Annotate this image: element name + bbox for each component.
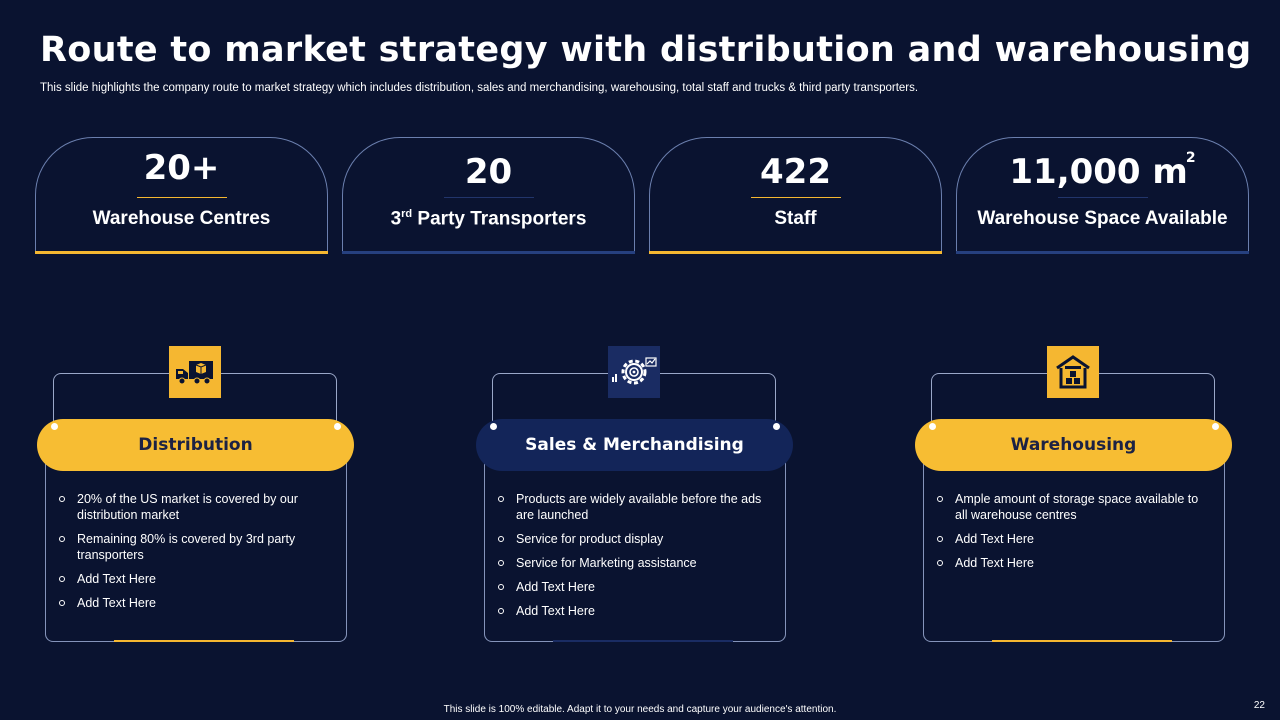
slide-title: Route to market strategy with distributi… [40, 30, 1252, 70]
stat-value: 11,000 m2 [957, 150, 1248, 192]
stat-card-transporters: 20 3rd Party Transporters [342, 137, 635, 254]
footer-note: This slide is 100% editable. Adapt it to… [443, 704, 837, 715]
icon-tile [169, 346, 221, 398]
list-item-text: Add Text Here [77, 572, 156, 586]
connector-dot [490, 423, 497, 430]
list-item: Add Text Here [498, 603, 768, 619]
delivery-truck-icon [176, 361, 213, 385]
slide-subtitle: This slide highlights the company route … [40, 82, 919, 94]
list-item: Products are widely available before the… [498, 491, 768, 523]
connector-dot [334, 423, 341, 430]
list-item: Add Text Here [498, 579, 768, 595]
stat-value: 20 [464, 152, 513, 192]
stat-card-warehouse-space: 11,000 m2 Warehouse Space Available [956, 137, 1249, 254]
bullet-list: 20% of the US market is covered by our d… [59, 491, 329, 619]
bullet-list: Ample amount of storage space available … [937, 491, 1207, 579]
stat-divider [443, 197, 534, 198]
stat-label-text: Party Transporters [412, 208, 587, 230]
list-item-text: Remaining 80% is covered by 3rd party tr… [77, 532, 296, 562]
list-item: 20% of the US market is covered by our d… [59, 491, 329, 523]
list-item-text: Products are widely available before the… [516, 492, 762, 522]
list-item-text: Add Text Here [77, 596, 156, 610]
warehouse-icon [1056, 355, 1090, 389]
content-box [45, 445, 347, 642]
list-item-text: 20% of the US market is covered by our d… [77, 492, 298, 522]
list-item-text: Service for Marketing assistance [516, 556, 697, 570]
stat-value-number: 11,000 m [1009, 152, 1188, 192]
stat-divider [136, 197, 227, 198]
stat-label-suffix: rd [401, 208, 413, 220]
stat-label: Warehouse Centres [92, 208, 271, 229]
bullet-list: Products are widely available before the… [498, 491, 768, 627]
section-header-warehousing: Warehousing [915, 419, 1232, 471]
stat-value-unit-exponent: 2 [1185, 150, 1196, 166]
section-header-sales-merchandising: Sales & Merchandising [476, 419, 793, 471]
icon-tile [1047, 346, 1099, 398]
list-item-text: Add Text Here [955, 556, 1034, 570]
column-distribution: Distribution 20% of the US market is cov… [37, 345, 354, 645]
stat-value: 422 [760, 152, 831, 192]
connector-dot [1212, 423, 1219, 430]
icon-tile [608, 346, 660, 398]
stat-value: 20+ [143, 148, 220, 188]
list-item: Ample amount of storage space available … [937, 491, 1207, 523]
list-item-text: Add Text Here [516, 604, 595, 618]
stat-label: Warehouse Space Available [977, 208, 1228, 229]
stat-divider [750, 197, 841, 198]
bottom-accent [553, 640, 733, 642]
bottom-accent [114, 640, 294, 642]
stat-label: 3rd Party Transporters [343, 208, 634, 230]
stat-card-warehouse-centres: 20+ Warehouse Centres [35, 137, 328, 254]
stat-label: Staff [774, 208, 817, 229]
connector-dot [773, 423, 780, 430]
content-box [923, 445, 1225, 642]
bottom-accent [992, 640, 1172, 642]
page-number: 22 [1253, 700, 1265, 711]
column-warehousing: Warehousing Ample amount of storage spac… [915, 345, 1232, 645]
stat-label-number: 3 [390, 208, 402, 230]
list-item: Add Text Here [59, 571, 329, 587]
list-item-text: Add Text Here [955, 532, 1034, 546]
gear-chart-icon [612, 357, 657, 385]
connector-dot [51, 423, 58, 430]
list-item: Add Text Here [59, 595, 329, 611]
stat-divider [1057, 197, 1148, 198]
list-item: Service for product display [498, 531, 768, 547]
list-item: Remaining 80% is covered by 3rd party tr… [59, 531, 329, 563]
list-item: Service for Marketing assistance [498, 555, 768, 571]
connector-dot [929, 423, 936, 430]
list-item: Add Text Here [937, 555, 1207, 571]
content-box [484, 445, 786, 642]
list-item: Add Text Here [937, 531, 1207, 547]
list-item-text: Add Text Here [516, 580, 595, 594]
list-item-text: Service for product display [516, 532, 664, 546]
section-header-distribution: Distribution [37, 419, 354, 471]
column-sales-merchandising: Sales & Merchandising Products are widel… [476, 345, 793, 645]
stat-card-staff: 422 Staff [649, 137, 942, 254]
list-item-text: Ample amount of storage space available … [955, 492, 1199, 522]
